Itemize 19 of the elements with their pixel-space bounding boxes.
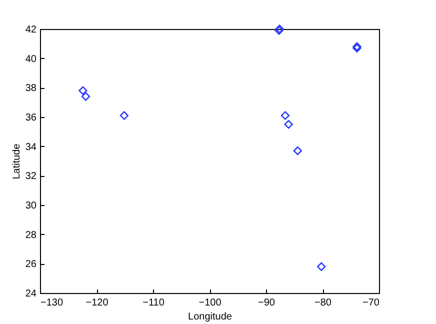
x-tick-label: −100 xyxy=(198,298,222,308)
y-tick-label: 32 xyxy=(25,171,37,182)
y-axis-title: Latitude xyxy=(11,143,22,180)
y-tick-label: 28 xyxy=(25,230,37,241)
y-tick-label: 24 xyxy=(25,288,37,300)
y-tick-label: 26 xyxy=(25,259,37,270)
y-tick-label: 38 xyxy=(25,83,37,94)
x-tick-label: −90 xyxy=(258,298,276,308)
y-tick-label: 34 xyxy=(25,142,37,153)
y-tick-label: 42 xyxy=(25,24,37,36)
x-tick-label: −70 xyxy=(362,298,380,308)
y-tick-label: 30 xyxy=(25,200,37,212)
x-axis-title: Longitude xyxy=(188,312,232,322)
x-tick-label: −130 xyxy=(40,298,64,308)
y-tick-label: 36 xyxy=(25,112,37,124)
x-tick-label: −120 xyxy=(86,298,109,308)
x-tick-label: −110 xyxy=(142,298,165,308)
x-tick-label: −80 xyxy=(314,298,332,308)
y-tick-label: 40 xyxy=(25,54,37,65)
